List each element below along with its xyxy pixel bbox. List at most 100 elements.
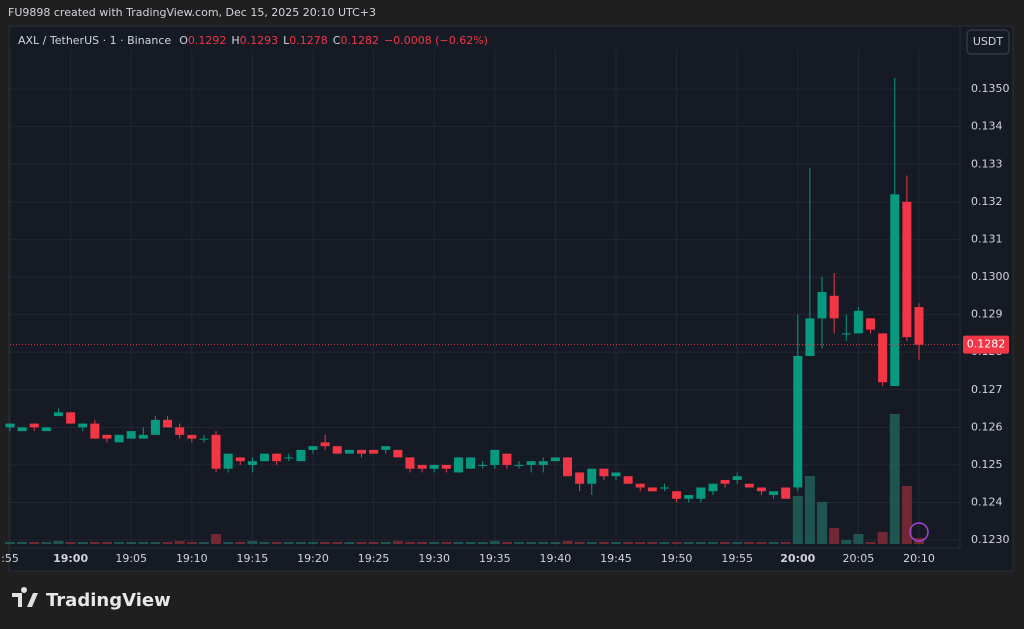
volume-bar — [29, 542, 40, 544]
volume-bar — [744, 542, 755, 544]
volume-bar — [392, 541, 403, 544]
candle-body — [575, 472, 585, 484]
volume-bar — [77, 542, 88, 544]
header-title: FU9898 created with TradingView.com, Dec… — [8, 6, 376, 19]
volume-bar — [768, 542, 779, 544]
candle-body — [296, 449, 306, 462]
candle-body — [453, 457, 463, 473]
candle-body — [793, 355, 803, 488]
volume-bar — [356, 542, 367, 544]
legend-item: C — [333, 34, 341, 47]
candle-body — [538, 461, 548, 465]
candle-body — [150, 419, 160, 435]
candle-body — [102, 434, 112, 439]
candle-body — [829, 295, 839, 319]
candle-body — [696, 487, 706, 499]
candle-body — [369, 449, 379, 454]
volume-bar — [695, 542, 706, 544]
y-tick-label: 0.1350 — [971, 82, 1010, 95]
candle-body — [635, 483, 645, 488]
candle-body — [708, 483, 718, 492]
volume-bar — [574, 542, 585, 544]
x-tick-label: 19:20 — [297, 552, 329, 565]
volume-bar — [732, 542, 743, 544]
legend-item: 0.1282 — [340, 34, 379, 47]
volume-bar — [659, 542, 670, 544]
legend-item: 0.1293 — [240, 34, 279, 47]
volume-bar — [586, 542, 597, 544]
candle-body — [466, 457, 476, 469]
volume-bar — [174, 541, 185, 544]
candle-body — [260, 453, 270, 462]
volume-bar — [259, 542, 270, 544]
candle-body — [247, 461, 257, 465]
candle-body — [611, 472, 621, 477]
candle-body — [490, 449, 500, 465]
candle-body — [441, 464, 451, 469]
volume-bar — [101, 542, 112, 544]
volume-bar — [235, 542, 246, 544]
x-tick-label: 19:45 — [600, 552, 632, 565]
candle-body — [890, 194, 900, 387]
legend-item: AXL / TetherUS · 1 · Binance — [18, 34, 171, 47]
volume-bar — [211, 534, 222, 544]
candle-body — [235, 457, 245, 462]
candle-body — [41, 427, 51, 432]
logo: TradingView — [12, 586, 171, 611]
y-tick-label: 0.125 — [971, 458, 1003, 471]
candle-body — [514, 464, 524, 466]
candle-body — [866, 318, 876, 330]
x-tick-label: :55 — [1, 552, 19, 565]
volume-bar — [707, 542, 718, 544]
volume-bar — [404, 542, 415, 544]
last-price-label: 0.1282 — [967, 338, 1006, 351]
x-tick-label: 19:35 — [479, 552, 511, 565]
legend-item: 0.1292 — [188, 34, 227, 47]
volume-bar — [223, 542, 234, 544]
candle-body — [90, 423, 100, 439]
x-tick-label: 19:30 — [418, 552, 450, 565]
volume-bar — [5, 542, 15, 544]
volume-bar — [635, 542, 646, 544]
candle-body — [381, 446, 391, 450]
volume-bar — [53, 541, 64, 544]
candle-body — [902, 201, 912, 338]
candle-body — [138, 434, 148, 439]
x-tick-label: 19:25 — [358, 552, 390, 565]
candle-body — [563, 457, 573, 477]
candle-body — [720, 479, 730, 484]
volume-bar — [514, 542, 525, 544]
volume-bar — [877, 532, 888, 544]
alert-icon[interactable] — [909, 522, 929, 542]
candle-body — [5, 423, 15, 428]
volume-bar — [501, 542, 512, 544]
candle-body — [199, 438, 209, 440]
currency[interactable]: USDT — [973, 35, 1004, 48]
volume-bar — [453, 542, 464, 544]
candle-body — [356, 449, 366, 454]
currency-button[interactable] — [966, 29, 1010, 55]
x-tick-label: 20:10 — [903, 552, 935, 565]
volume-bar — [611, 542, 621, 544]
volume-bar — [817, 502, 828, 544]
candle-body — [320, 442, 330, 447]
legend-item: L — [283, 34, 290, 47]
candle-body — [393, 449, 403, 458]
x-tick-label: 20:00 — [780, 552, 815, 565]
volume-bar — [489, 541, 500, 544]
candle-body — [17, 427, 27, 432]
legend-item: 0.1278 — [289, 34, 328, 47]
x-tick-label: 20:05 — [843, 552, 875, 565]
y-tick-label: 0.1230 — [971, 533, 1010, 546]
candle-body — [817, 292, 827, 319]
last-price-box — [963, 335, 1009, 354]
candle-body — [332, 446, 342, 454]
candle-body — [126, 431, 136, 439]
volume-bar — [889, 414, 900, 544]
volume-bar — [308, 542, 318, 544]
candle-body — [163, 419, 173, 428]
candle-body — [841, 333, 851, 335]
candle-body — [272, 453, 282, 462]
x-tick-label: 19:15 — [237, 552, 269, 565]
